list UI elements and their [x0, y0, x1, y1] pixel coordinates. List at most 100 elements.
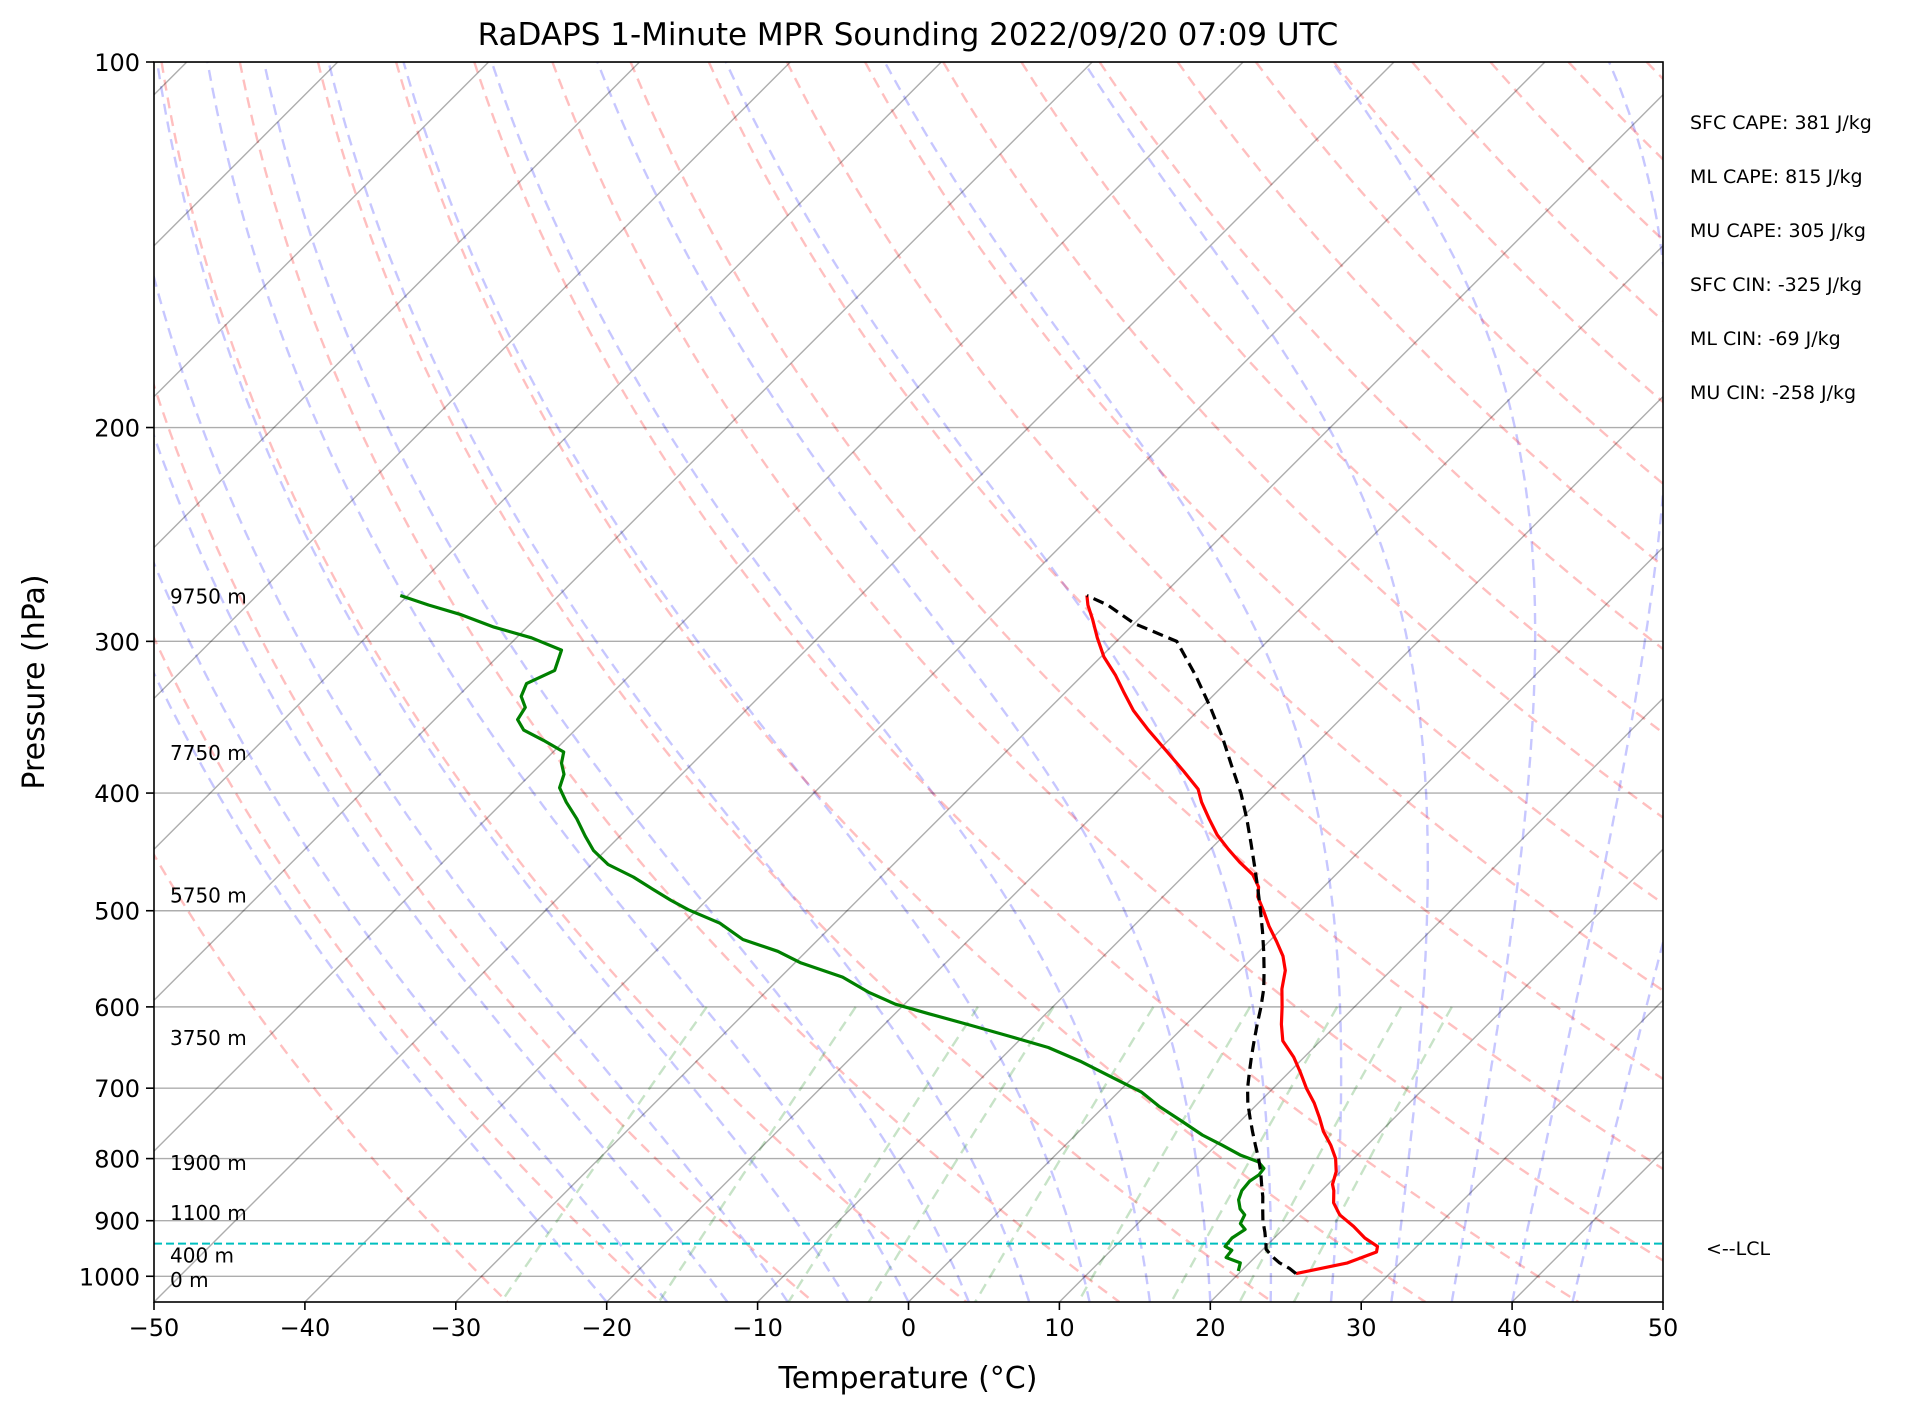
moist-adiabat: [206, 62, 910, 1302]
moist-adiabat: [262, 62, 970, 1302]
moist-adiabat: [1331, 62, 1537, 1302]
height-label: 1100 m: [170, 1201, 247, 1225]
x-tick-label: 40: [1497, 1314, 1528, 1342]
dry-adiabat: [394, 62, 1427, 1302]
stat-text: SFC CIN: -325 J/kg: [1690, 274, 1862, 296]
isotherm: [154, 62, 1093, 1002]
moist-adiabats: [154, 62, 1663, 1302]
mixing-ratio-line: [1170, 1006, 1339, 1302]
isotherm: [1360, 999, 1663, 1302]
height-label: 1900 m: [170, 1151, 247, 1175]
y-tick-label: 800: [94, 1146, 140, 1174]
moist-adiabat: [154, 670, 608, 1302]
mixing-ratio-line: [1238, 1006, 1403, 1302]
mixing-ratio-line: [867, 1006, 1055, 1302]
isotherm: [1058, 697, 1663, 1302]
isotherm: [154, 62, 1395, 1302]
x-tick-label: 0: [901, 1314, 916, 1342]
isotherm: [908, 546, 1663, 1302]
x-tick-label: 50: [1648, 1314, 1679, 1342]
y-tick-label: 1000: [79, 1263, 140, 1291]
mixing-ratio-lines: [500, 1006, 1453, 1302]
moist-adiabat: [402, 62, 1091, 1302]
moist-adiabat: [327, 62, 1031, 1302]
dry-adiabat: [942, 62, 1663, 820]
isotherms: [154, 62, 1663, 1302]
isotherm: [154, 62, 942, 851]
dry-adiabat: [238, 62, 1121, 1302]
x-tick-label: 20: [1195, 1314, 1226, 1342]
dry-adiabats: [154, 62, 1663, 1302]
stat-text: ML CAPE: 815 J/kg: [1690, 166, 1863, 188]
y-tick-label: 900: [94, 1208, 140, 1236]
isotherm: [304, 62, 1546, 1302]
y-tick-label: 700: [94, 1075, 140, 1103]
dry-adiabat: [1254, 62, 1663, 486]
mixing-ratio-line: [787, 1006, 979, 1302]
mixing-ratio-line: [1077, 1006, 1252, 1302]
moist-adiabat: [1082, 62, 1429, 1302]
x-tick-label: −40: [280, 1314, 331, 1342]
y-tick-label: 300: [94, 628, 140, 656]
dewpoint-line: [399, 593, 1266, 1272]
dry-adiabat: [707, 62, 1663, 1081]
dry-adiabat: [1098, 62, 1663, 651]
isotherm: [154, 62, 490, 398]
x-tick-label: −20: [581, 1314, 632, 1342]
dry-adiabat: [473, 62, 1580, 1302]
dry-adiabat: [316, 62, 1274, 1302]
mixing-ratio-line: [974, 1006, 1155, 1302]
temperature-line: [1085, 595, 1380, 1276]
moist-adiabat: [1510, 62, 1663, 1302]
moist-adiabat: [883, 62, 1343, 1302]
stat-text: MU CAPE: 305 J/kg: [1690, 220, 1866, 242]
dry-adiabat: [1333, 62, 1663, 404]
y-axis-ticks: 100 200 300 400 500 600 700 800 900 1000: [79, 49, 154, 1291]
mixing-ratio-line: [657, 1006, 857, 1302]
sounding-series: [399, 593, 1380, 1276]
dry-adiabat: [864, 62, 1663, 905]
isotherm: [154, 62, 791, 700]
moist-adiabat: [154, 560, 669, 1302]
isotherm: [606, 244, 1663, 1302]
x-axis-ticks: −50 −40 −30 −20 −10 0 10 20 30 40 50: [129, 1302, 1679, 1342]
stat-text: SFC CAPE: 381 J/kg: [1690, 112, 1872, 134]
moist-adiabat: [155, 62, 850, 1302]
dry-adiabat: [1020, 62, 1663, 735]
x-tick-label: −50: [129, 1314, 180, 1342]
y-tick-label: 600: [94, 994, 140, 1022]
moist-adiabat: [1571, 937, 1663, 1302]
height-label: 5750 m: [170, 884, 247, 908]
isotherm: [1209, 848, 1663, 1302]
stat-text: MU CIN: -258 J/kg: [1690, 382, 1856, 404]
isotherm: [154, 62, 1244, 1153]
height-labels: 9750 m 7750 m 5750 m 3750 m 1900 m 1100 m 400 …: [170, 584, 247, 1291]
moist-adiabat: [490, 62, 1152, 1302]
x-tick-label: −10: [732, 1314, 783, 1342]
lcl-label: <--LCL: [1706, 1238, 1770, 1260]
x-axis-label: Temperature (°C): [778, 1361, 1038, 1396]
isotherm: [455, 93, 1663, 1302]
moist-adiabat: [154, 272, 789, 1302]
dry-adiabat: [551, 62, 1663, 1262]
dry-adiabat: [154, 381, 815, 1302]
stat-text: ML CIN: -69 J/kg: [1690, 328, 1841, 350]
stability-stats: SFC CAPE: 381 J/kg ML CAPE: 815 J/kg MU CA…: [1690, 112, 1872, 404]
dry-adiabat: [154, 852, 509, 1302]
y-tick-label: 400: [94, 780, 140, 808]
y-tick-label: 100: [94, 49, 140, 77]
y-tick-label: 500: [94, 898, 140, 926]
chart-title: RaDAPS 1-Minute MPR Sounding 2022/09/20 …: [478, 17, 1339, 53]
y-tick-label: 200: [94, 415, 140, 443]
dry-adiabat: [160, 62, 968, 1302]
isotherm: [757, 395, 1663, 1302]
mixing-ratio-line: [1292, 1006, 1453, 1302]
dry-adiabat: [785, 62, 1663, 993]
y-axis-label: Pressure (hPa): [17, 574, 52, 789]
height-label: 400 m: [170, 1244, 234, 1268]
mixing-ratio-line: [500, 1006, 708, 1302]
moist-adiabat: [154, 432, 729, 1302]
height-label: 0 m: [170, 1268, 209, 1292]
x-tick-label: −30: [430, 1314, 481, 1342]
